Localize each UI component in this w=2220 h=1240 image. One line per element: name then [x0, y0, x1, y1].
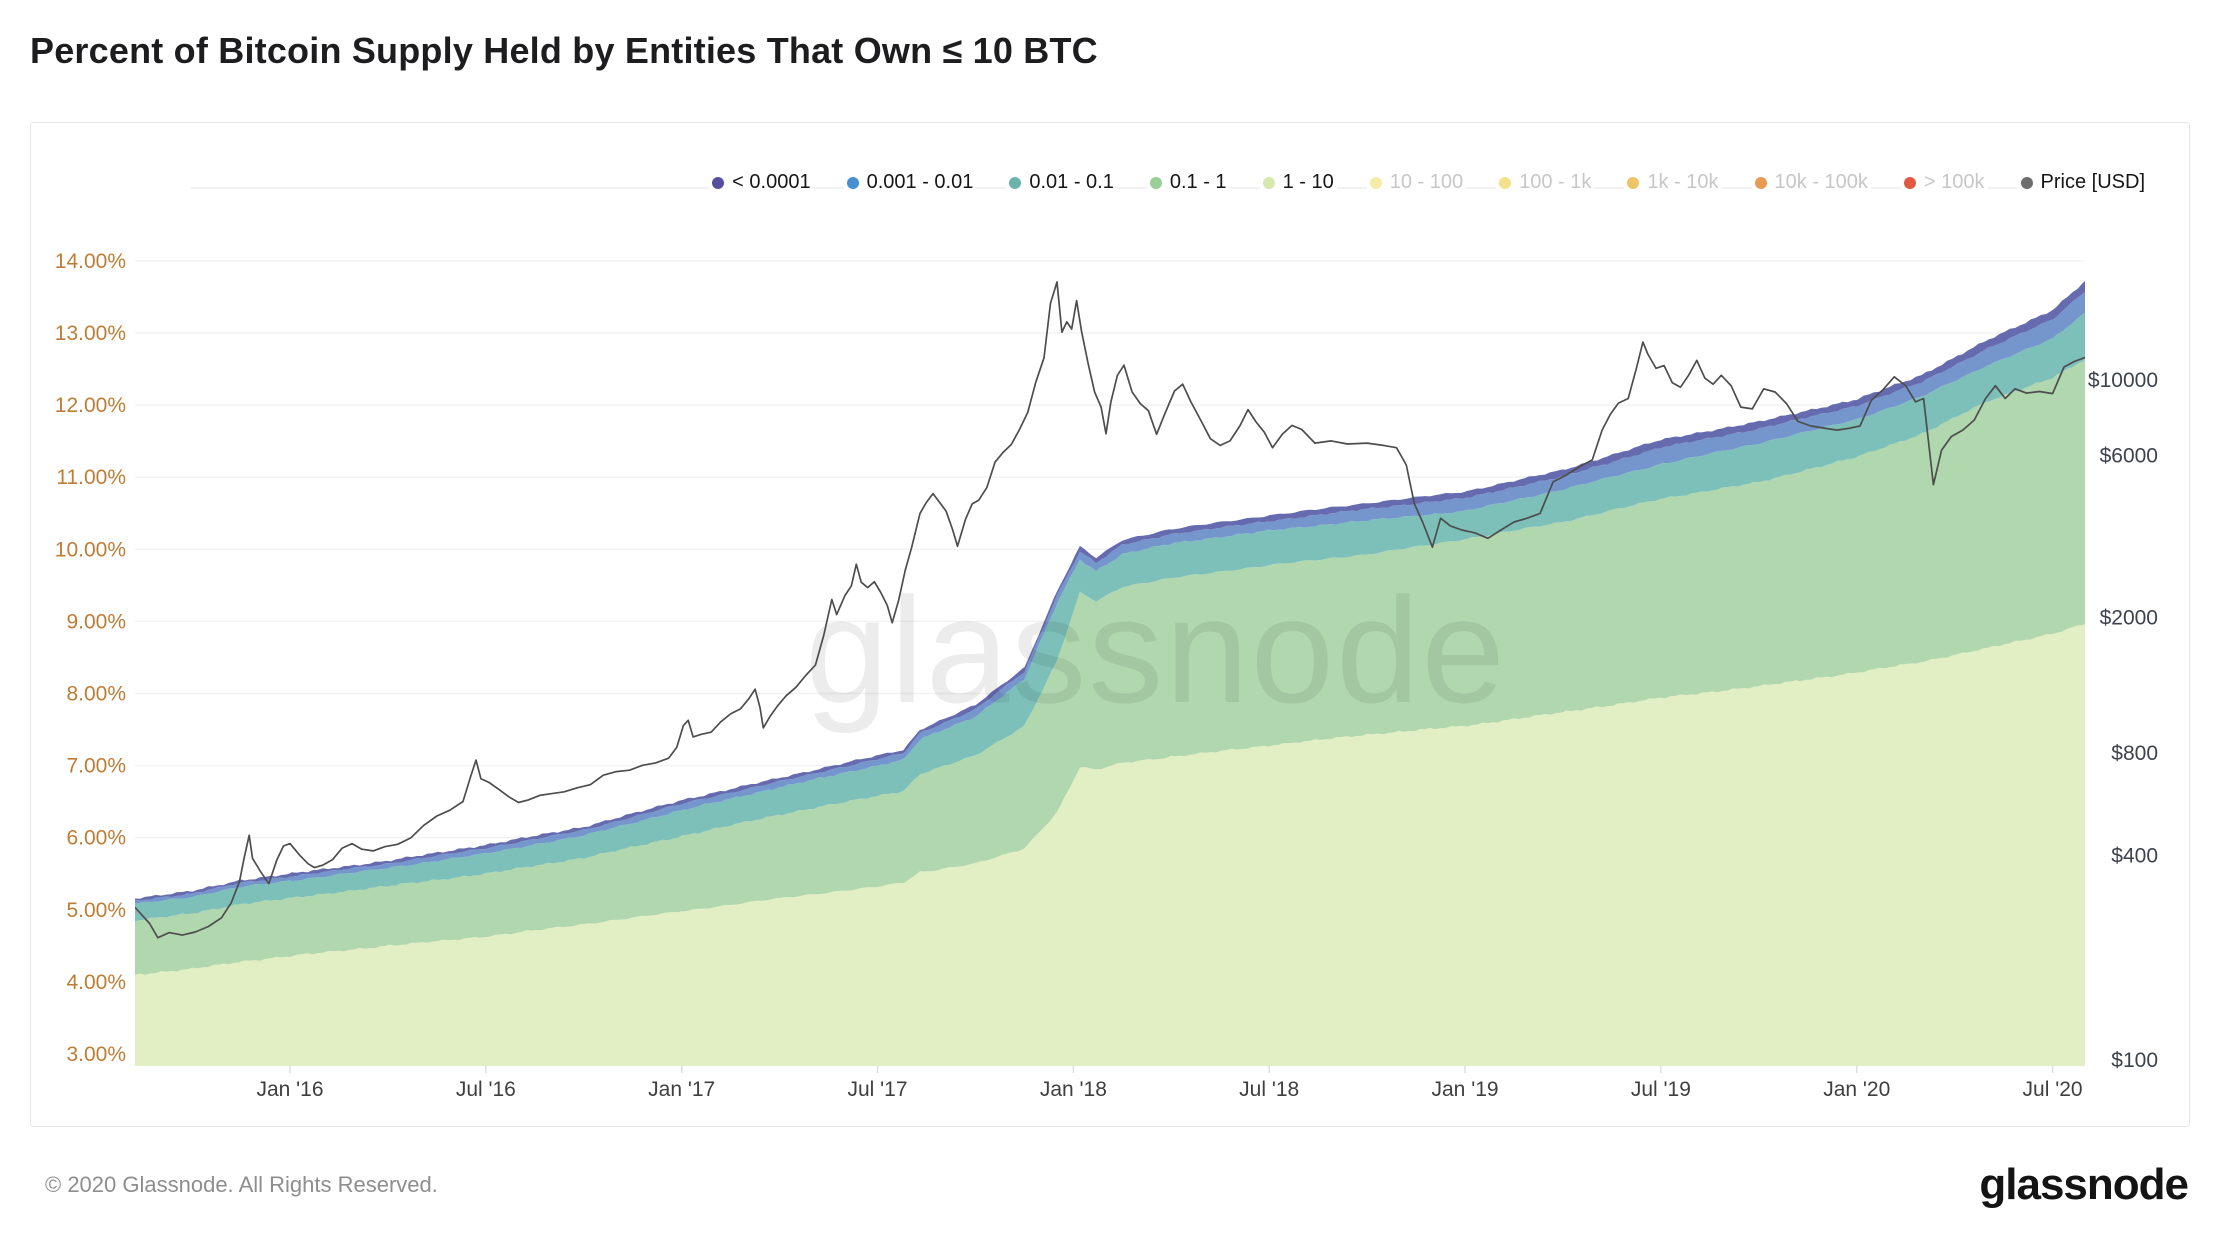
- legend-item-10-100[interactable]: 10 - 100: [1366, 171, 1467, 194]
- x-axis-label: Jul '20: [2023, 1078, 2083, 1101]
- x-axis-label: Jul '19: [1631, 1078, 1691, 1101]
- price-line: [135, 281, 2085, 939]
- x-axis-label: Jan '18: [1040, 1078, 1107, 1101]
- y-axis-left-label: 9.00%: [66, 610, 126, 633]
- legend-item-1k-10k[interactable]: 1k - 10k: [1624, 171, 1722, 194]
- y-axis-left: 14.00% 13.00% 12.00% 11.00% 10.00% 9.00% 8.00%…: [55, 250, 126, 1066]
- legend-item-label: 0.01 - 0.1: [1029, 171, 1114, 193]
- legend-item-price-usd[interactable]: Price [USD]: [2017, 171, 2148, 194]
- x-axis-label: Jan '16: [256, 1078, 323, 1101]
- y-axis-right-label: $800: [2111, 742, 2158, 765]
- y-axis-right-label: $6000: [2100, 444, 2158, 467]
- legend-dot-icon: [1369, 176, 1382, 189]
- legend-item-0-01-0-1[interactable]: 0.01 - 0.1: [1006, 171, 1117, 194]
- legend-item-label: 0.001 - 0.01: [866, 171, 974, 193]
- legend-item-0-0001[interactable]: < 0.0001: [709, 171, 814, 194]
- legend-dot-icon: [846, 176, 859, 189]
- x-axis-label: Jan '17: [648, 1078, 715, 1101]
- legend-dot-icon: [1627, 176, 1640, 189]
- legend-item-100-1k[interactable]: 100 - 1k: [1496, 171, 1595, 194]
- area-band-1-10: [135, 623, 2085, 1066]
- footer-copyright: © 2020 Glassnode. All Rights Reserved.: [45, 1172, 438, 1197]
- legend-item-0-1-1[interactable]: 0.1 - 1: [1146, 171, 1230, 194]
- y-axis-left-label: 11.00%: [56, 466, 126, 489]
- y-axis-left-label: 3.00%: [66, 1043, 126, 1066]
- legend-item-label: < 0.0001: [732, 171, 811, 193]
- y-axis-left-label: 8.00%: [66, 683, 126, 706]
- y-axis-left-label: 6.00%: [66, 827, 126, 850]
- legend-item-label: > 100k: [1923, 171, 1985, 193]
- y-axis-left-label: 13.00%: [55, 322, 126, 345]
- y-axis-left-label: 12.00%: [55, 394, 126, 417]
- y-axis-left-label: 10.00%: [55, 538, 126, 561]
- legend-item-label: 100 - 1k: [1519, 171, 1592, 193]
- legend-item-10k-100k[interactable]: 10k - 100k: [1751, 171, 1871, 194]
- y-axis-right-label: $400: [2111, 844, 2158, 867]
- chart-legend: < 0.0001 0.001 - 0.01 0.01 - 0.1 0.1 - 1 1 -…: [709, 171, 2148, 194]
- y-axis-right: $10000 $6000 $2000 $800 $400 $100: [2088, 369, 2158, 1072]
- legend-dot-icon: [1262, 176, 1275, 189]
- y-axis-left-label: 14.00%: [55, 250, 126, 273]
- legend-item-label: 0.1 - 1: [1169, 171, 1227, 193]
- legend-dot-icon: [2020, 176, 2033, 189]
- legend-item-label: 10k - 100k: [1774, 171, 1868, 193]
- y-axis-left-label: 4.00%: [66, 971, 126, 994]
- legend-item-0-001-0-01[interactable]: 0.001 - 0.01: [843, 171, 977, 194]
- legend-dot-icon: [1499, 176, 1512, 189]
- y-axis-left-label: 7.00%: [66, 755, 126, 778]
- stacked-areas: [135, 281, 2085, 1066]
- legend-item-label: 10 - 100: [1389, 171, 1464, 193]
- x-axis-label: Jul '17: [847, 1078, 907, 1101]
- legend-dot-icon: [1903, 176, 1916, 189]
- legend-dot-icon: [1754, 176, 1767, 189]
- y-axis-right-label: $100: [2111, 1049, 2158, 1072]
- watermark-text: glassnode: [805, 566, 1507, 734]
- legend-item-label: 1k - 10k: [1647, 171, 1719, 193]
- y-axis-right-label: $10000: [2088, 369, 2158, 392]
- x-axis-label: Jan '20: [1823, 1078, 1890, 1101]
- glassnode-logo: glassnode: [1979, 1160, 2189, 1209]
- x-axis: Jan '16 Jul '16 Jan '17 Jul '17 Jan '18 Jul '…: [256, 1066, 2083, 1101]
- y-axis-left-label: 5.00%: [66, 899, 126, 922]
- area-band-0-1-1: [135, 359, 2085, 975]
- x-axis-label: Jul '16: [456, 1078, 516, 1101]
- legend-dot-icon: [1009, 176, 1022, 189]
- x-axis-label: Jan '19: [1432, 1078, 1499, 1101]
- legend-dot-icon: [712, 176, 725, 189]
- legend-item-label: Price [USD]: [2040, 171, 2145, 193]
- x-axis-label: Jul '18: [1239, 1078, 1299, 1101]
- y-axis-right-label: $2000: [2100, 607, 2158, 630]
- legend-item-1-10[interactable]: 1 - 10: [1259, 171, 1337, 194]
- legend-item-100k[interactable]: > 100k: [1900, 171, 1988, 194]
- legend-dot-icon: [1149, 176, 1162, 189]
- legend-item-label: 1 - 10: [1282, 171, 1334, 193]
- page-title: Percent of Bitcoin Supply Held by Entiti…: [30, 30, 1098, 71]
